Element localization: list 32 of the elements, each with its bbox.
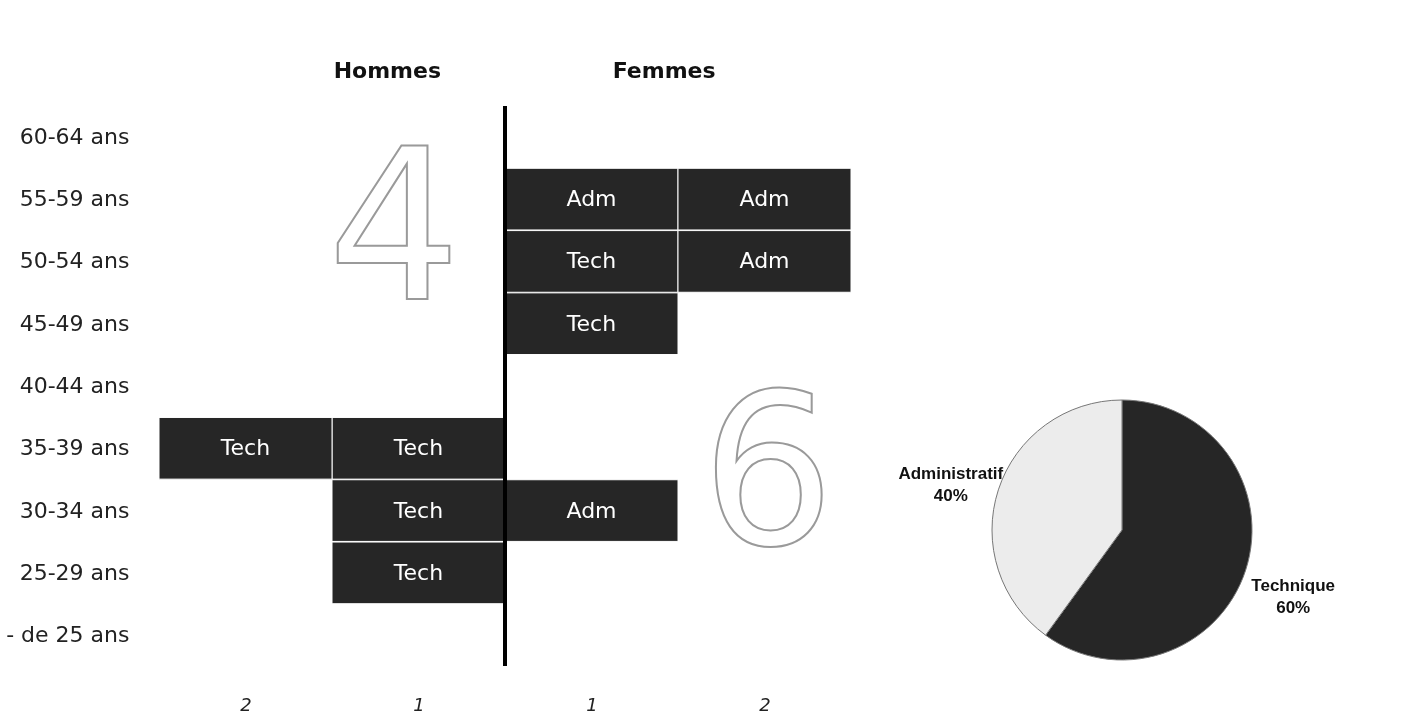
data-label: 40%	[933, 486, 968, 506]
slice-label: Technique	[1251, 575, 1336, 595]
text: Hommes	[333, 58, 442, 83]
data-label: Adm	[566, 497, 617, 523]
y-tick-label: 60-64 ans	[19, 123, 130, 149]
x-tick-label: 1	[586, 693, 598, 715]
data-label: Tech	[392, 497, 444, 523]
y-tick-label: 45-49 ans	[19, 310, 130, 336]
data-label: Tech	[565, 310, 617, 336]
data-label: Tech	[392, 559, 444, 585]
data-label: Adm	[566, 186, 617, 212]
x-tick-label: 2	[759, 693, 771, 715]
y-tick-label: - de 25 ans	[6, 622, 130, 648]
x-tick-label: 1	[413, 693, 425, 715]
slice-label: Administratif	[898, 464, 1004, 484]
y-tick-label: 25-29 ans	[19, 559, 130, 585]
data-label: Tech	[392, 435, 444, 461]
annotation: 6	[701, 349, 835, 594]
y-tick-label: 55-59 ans	[19, 186, 130, 212]
y-tick-label: 40-44 ans	[19, 373, 130, 398]
text: Femmes	[612, 58, 716, 83]
data-label: Tech	[565, 248, 617, 274]
data-label: Adm	[739, 186, 790, 212]
data-label: 60%	[1276, 597, 1311, 617]
y-tick-label: 50-54 ans	[19, 248, 130, 274]
y-tick-label: 30-34 ans	[19, 497, 130, 523]
annotation: 4	[327, 104, 462, 349]
bar	[504, 479, 679, 542]
data-label: Tech	[219, 435, 271, 461]
x-tick-label: 2	[240, 693, 252, 715]
data-label: Adm	[739, 248, 790, 274]
y-tick-label: 35-39 ans	[19, 435, 130, 461]
